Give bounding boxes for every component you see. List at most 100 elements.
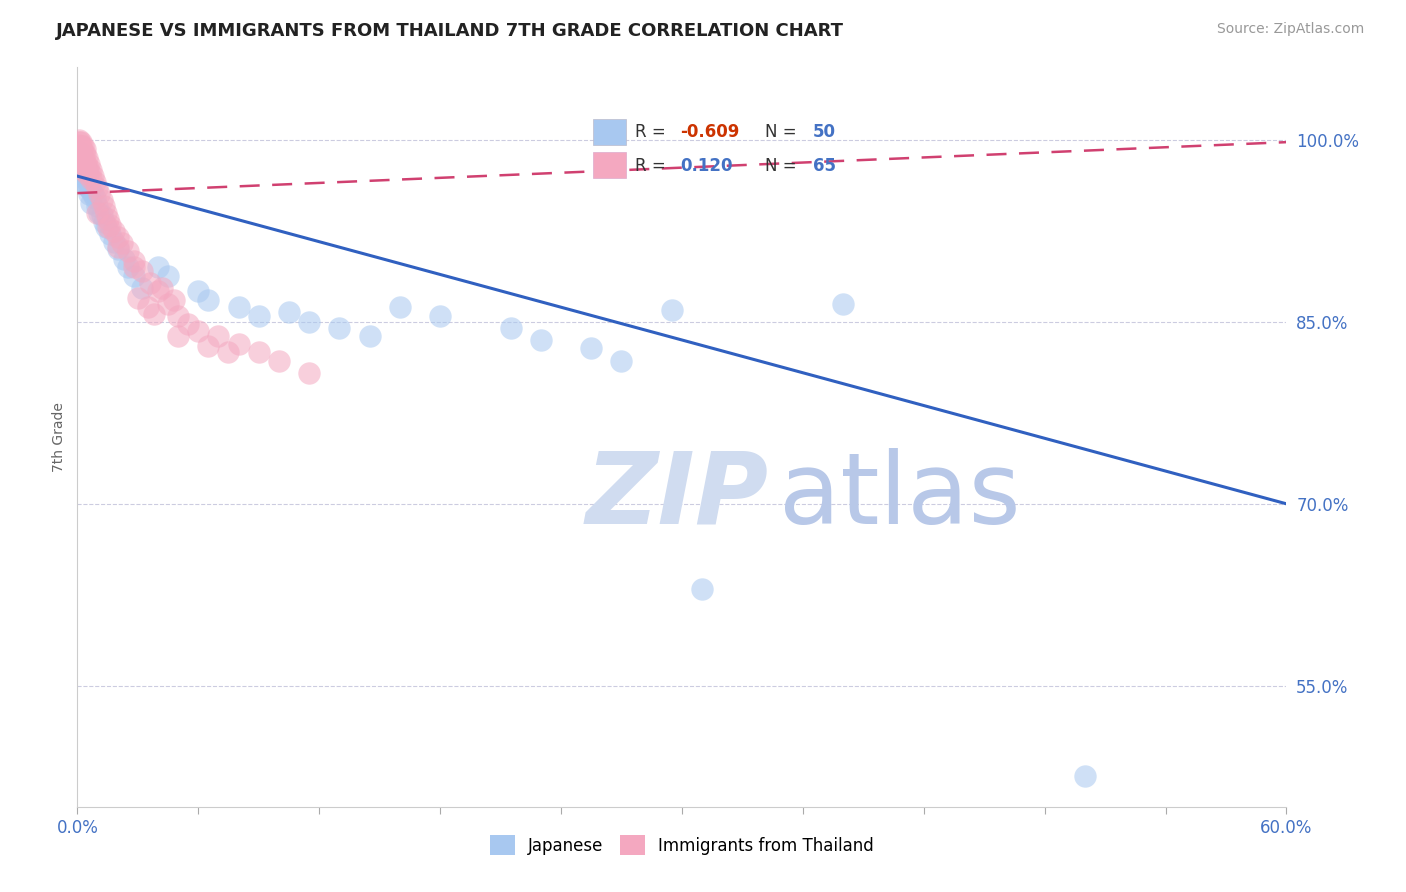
Text: N =: N = — [765, 157, 801, 175]
Point — [75, 171, 97, 186]
Point — [72, 157, 94, 171]
Legend: Japanese, Immigrants from Thailand: Japanese, Immigrants from Thailand — [484, 828, 880, 862]
Text: Source: ZipAtlas.com: Source: ZipAtlas.com — [1216, 22, 1364, 37]
Point — [76, 178, 98, 193]
Point — [278, 305, 301, 319]
Point — [89, 187, 111, 202]
Point — [72, 157, 94, 171]
Point — [80, 171, 103, 186]
Point — [228, 300, 250, 314]
Point — [67, 137, 90, 152]
Point — [84, 191, 107, 205]
Point — [197, 339, 219, 353]
Point — [76, 151, 98, 165]
Point — [79, 157, 101, 171]
Point — [89, 205, 111, 219]
Point — [67, 145, 90, 159]
Point — [98, 227, 121, 242]
Point — [72, 138, 94, 153]
Point — [111, 235, 134, 250]
Point — [90, 208, 112, 222]
Point — [103, 235, 125, 249]
Text: N =: N = — [765, 123, 801, 141]
Point — [98, 218, 121, 232]
Point — [218, 345, 240, 359]
Text: R =: R = — [636, 123, 671, 141]
Point — [167, 309, 190, 323]
Point — [70, 163, 93, 178]
Point — [112, 252, 135, 266]
Point — [70, 138, 93, 153]
Point — [661, 302, 683, 317]
Point — [70, 151, 93, 165]
Point — [197, 293, 219, 307]
Point — [72, 167, 94, 181]
Point — [690, 582, 713, 596]
Point — [82, 169, 104, 183]
Point — [122, 260, 145, 275]
Point — [146, 260, 169, 275]
Text: JAPANESE VS IMMIGRANTS FROM THAILAND 7TH GRADE CORRELATION CHART: JAPANESE VS IMMIGRANTS FROM THAILAND 7TH… — [56, 22, 844, 40]
Point — [67, 151, 90, 165]
Point — [93, 215, 115, 229]
Text: R =: R = — [636, 157, 671, 175]
Point — [70, 169, 93, 183]
Text: atlas: atlas — [779, 448, 1021, 545]
Point — [86, 181, 108, 195]
Point — [79, 187, 101, 202]
Point — [136, 300, 159, 314]
Point — [70, 147, 93, 161]
Point — [72, 145, 94, 159]
Bar — [592, 153, 626, 178]
Point — [146, 285, 169, 299]
Text: 0.120: 0.120 — [681, 157, 733, 175]
Point — [150, 281, 173, 295]
Point — [429, 309, 451, 323]
Point — [72, 151, 94, 165]
Point — [117, 260, 139, 275]
Point — [328, 321, 350, 335]
Point — [107, 242, 129, 256]
Point — [79, 181, 101, 195]
Point — [127, 291, 149, 305]
Y-axis label: 7th Grade: 7th Grade — [52, 402, 66, 472]
Point — [131, 264, 153, 278]
Point — [90, 194, 112, 208]
Point — [72, 163, 94, 178]
Point — [107, 239, 129, 253]
Point — [247, 309, 270, 323]
Point — [187, 325, 209, 339]
Point — [75, 154, 97, 169]
Point — [70, 143, 93, 157]
Point — [157, 268, 180, 283]
Point — [157, 296, 180, 310]
Point — [207, 329, 229, 343]
Point — [267, 353, 290, 368]
Point — [82, 187, 104, 202]
Text: -0.609: -0.609 — [681, 123, 740, 141]
Point — [177, 317, 200, 331]
Point — [80, 163, 103, 178]
Point — [142, 308, 165, 322]
Point — [530, 333, 553, 347]
Point — [107, 229, 129, 244]
Point — [86, 199, 108, 213]
Point — [94, 220, 117, 235]
Point — [75, 160, 97, 174]
Point — [70, 147, 93, 161]
Point — [84, 175, 107, 189]
Point — [139, 276, 162, 290]
Point — [122, 268, 145, 283]
Point — [94, 205, 117, 219]
Point — [80, 184, 103, 198]
Point — [187, 285, 209, 299]
Point — [96, 211, 118, 226]
Text: 50: 50 — [813, 123, 837, 141]
Point — [67, 143, 90, 157]
Point — [122, 254, 145, 268]
Point — [1074, 769, 1097, 783]
Point — [67, 135, 90, 149]
Bar — [592, 119, 626, 145]
Point — [359, 329, 381, 343]
Point — [103, 224, 125, 238]
